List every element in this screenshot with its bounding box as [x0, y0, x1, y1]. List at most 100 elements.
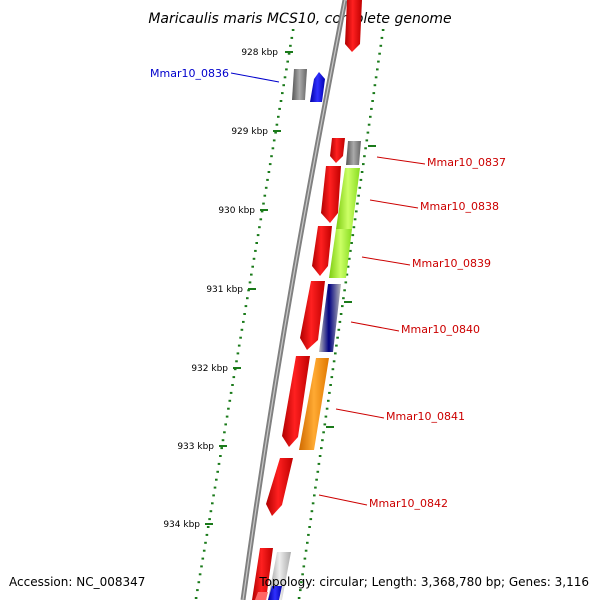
gene-label-mmar10-0839[interactable]: Mmar10_0839	[412, 257, 491, 270]
track-tick	[219, 455, 222, 457]
track-tick	[307, 533, 310, 536]
track-tick	[225, 415, 229, 418]
gene-mmar10-0840-feature[interactable]	[319, 284, 341, 352]
track-tick	[287, 52, 291, 55]
track-tick	[211, 502, 214, 505]
track-tick	[262, 202, 265, 205]
gene-mmar10-0842-feature[interactable]	[266, 458, 293, 516]
track-tick	[372, 92, 376, 95]
track-tick	[264, 186, 268, 189]
track-tick	[332, 360, 336, 363]
track-tick	[330, 376, 334, 379]
track-tick	[378, 52, 381, 55]
track-tick	[224, 423, 227, 426]
gene-label-mmar10-0836[interactable]: Mmar10_0836	[150, 67, 229, 80]
track-tick	[329, 384, 332, 386]
track-tick	[215, 478, 218, 481]
track-tick	[256, 234, 260, 237]
major-ticks	[205, 51, 376, 525]
tick-label: 934 kbp	[163, 520, 200, 530]
cds-feature[interactable]	[255, 592, 268, 600]
track-tick	[250, 273, 253, 276]
gene-mmar10-0841-feature[interactable]	[299, 358, 329, 450]
track-tick	[277, 115, 280, 118]
track-tick	[380, 36, 384, 39]
position-tick-tracks	[194, 29, 385, 599]
track-tick	[321, 439, 324, 442]
track-tick	[243, 313, 246, 315]
track-tick	[278, 107, 281, 110]
track-tick	[246, 297, 249, 300]
track-tick	[338, 320, 342, 323]
track-tick	[364, 147, 367, 150]
track-tick	[349, 249, 352, 252]
cds-feature[interactable]	[312, 226, 332, 276]
track-tick	[366, 131, 370, 134]
map-title: Maricaulis maris MCS10, complete genome	[148, 11, 451, 27]
tick-label: 933 kbp	[177, 442, 214, 452]
gene-mmar10-0839-feature[interactable]	[329, 229, 352, 278]
track-tick	[220, 447, 223, 450]
track-tick	[359, 178, 363, 181]
track-tick	[306, 541, 309, 544]
track-tick	[304, 549, 308, 552]
track-tick	[279, 100, 283, 102]
tick-label: 931 kbp	[206, 285, 243, 295]
track-tick	[275, 123, 279, 126]
track-tick	[353, 218, 357, 221]
track-tick	[331, 368, 335, 371]
track-tick	[342, 297, 345, 300]
cds-feature[interactable]	[330, 138, 345, 163]
track-tick	[221, 439, 225, 442]
cds-feature[interactable]	[252, 548, 273, 600]
tick-label: 929 kbp	[231, 127, 268, 137]
track-tick	[381, 29, 385, 31]
track-tick	[303, 557, 307, 560]
track-tick	[252, 257, 256, 260]
track-tick	[360, 171, 364, 173]
gene-mmar10-0836-feature[interactable]	[310, 72, 325, 102]
track-tick	[348, 257, 351, 260]
gene-label-mmar10-0838[interactable]: Mmar10_0838	[420, 200, 499, 213]
track-tick	[212, 494, 215, 497]
gene-label-mmar10-0837[interactable]: Mmar10_0837	[427, 156, 506, 169]
track-tick	[244, 305, 248, 308]
track-tick	[291, 29, 295, 31]
track-tick	[314, 486, 317, 489]
track-tick	[285, 68, 288, 71]
track-tick	[197, 581, 201, 584]
feature-gray[interactable]	[292, 69, 307, 100]
track-tick	[327, 399, 330, 402]
track-tick	[328, 391, 331, 394]
gene-label-mmar10-0842[interactable]: Mmar10_0842	[369, 497, 448, 510]
track-tick	[376, 68, 379, 71]
track-tick	[371, 100, 374, 102]
track-tick	[274, 131, 277, 134]
track-tick	[356, 202, 359, 205]
track-tick	[311, 502, 315, 505]
track-tick	[231, 384, 234, 386]
track-tick	[258, 226, 261, 229]
track-tick	[300, 581, 303, 584]
gene-label-mmar10-0840[interactable]: Mmar10_0840	[401, 323, 480, 336]
gene-labels: Mmar10_0836 Mmar10_0837 Mmar10_0838 Mmar…	[150, 67, 506, 510]
tick-label: 928 kbp	[241, 48, 278, 58]
track-tick	[247, 289, 250, 292]
feature-blue[interactable]	[268, 586, 282, 600]
cds-feature[interactable]	[282, 356, 310, 447]
gene-label-mmar10-0841[interactable]: Mmar10_0841	[386, 410, 465, 423]
track-tick	[301, 573, 304, 576]
gene-mmar10-0837-feature[interactable]	[346, 141, 361, 165]
cds-feature[interactable]	[345, 0, 362, 52]
track-tick	[242, 320, 245, 323]
cds-feature[interactable]	[321, 166, 341, 223]
track-tick	[367, 123, 371, 126]
track-tick	[336, 336, 339, 339]
track-tick	[271, 147, 275, 150]
track-tick	[260, 210, 264, 213]
gene-mmar10-0838-feature[interactable]	[336, 168, 360, 229]
track-tick	[233, 368, 237, 371]
track-tick	[266, 178, 269, 181]
track-tick	[362, 163, 365, 166]
cds-feature[interactable]	[300, 281, 325, 350]
